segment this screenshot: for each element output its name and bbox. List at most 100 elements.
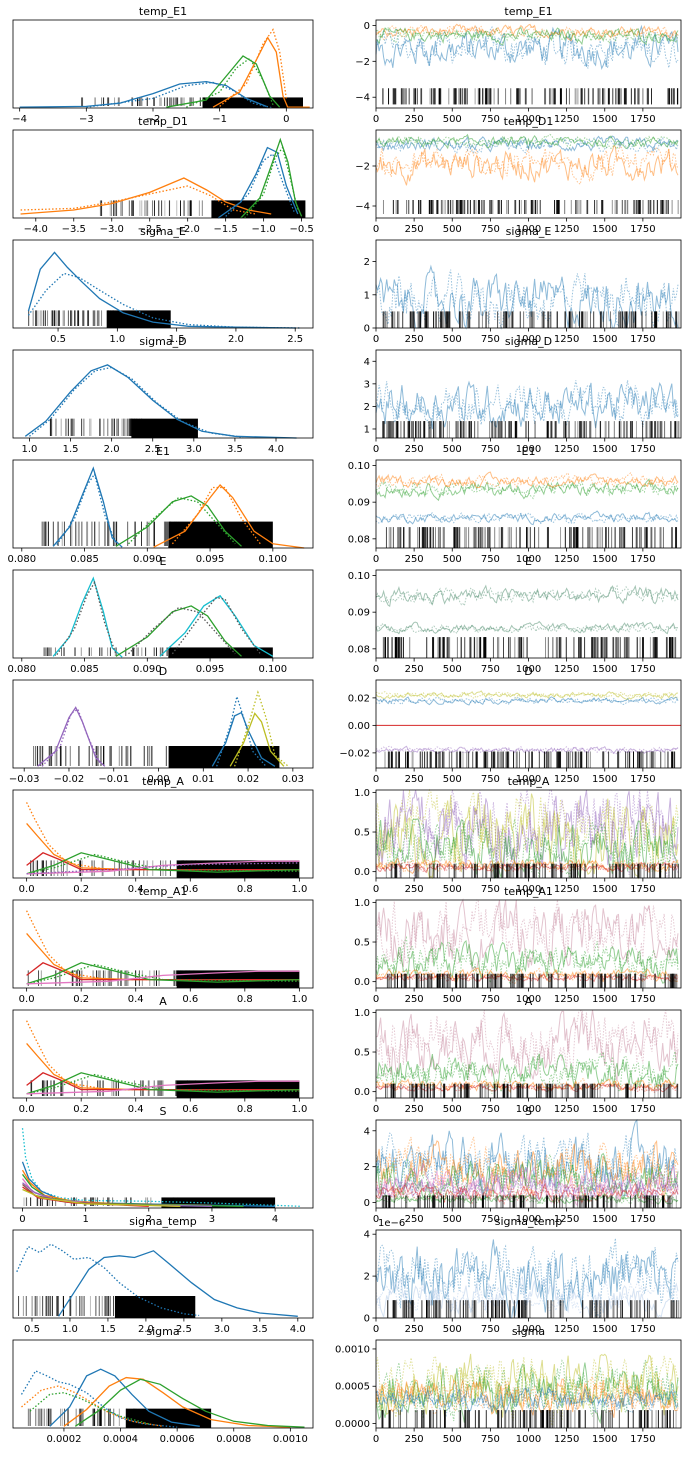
trace-ytick-label: 2 <box>364 1272 370 1283</box>
trace-xtick-label: 0 <box>373 1324 379 1335</box>
trace-xtick-label: 1500 <box>592 664 617 675</box>
trace-ytick-label: −4 <box>355 93 370 104</box>
trace-xtick-label: 250 <box>405 224 424 235</box>
kde-series-3 <box>128 496 236 545</box>
trace-chain-dotted-0 <box>375 25 679 69</box>
trace-chain-dotted-0 <box>375 622 679 635</box>
trace-xtick-label: 1000 <box>516 884 541 895</box>
kde-series-5 <box>26 970 300 985</box>
kde-xtick-label: 0.100 <box>259 664 288 675</box>
trace-xtick-label: 750 <box>481 224 500 235</box>
trace-xtick-label: 1250 <box>554 554 579 565</box>
trace-xtick-label: 250 <box>405 774 424 785</box>
kde-xtick-label: 1.0 <box>291 884 307 895</box>
trace-xtick-label: 1000 <box>516 114 541 125</box>
kde-series-5 <box>244 146 299 219</box>
kde-series-4 <box>229 712 285 767</box>
trace-ytick-label: 3 <box>364 379 370 390</box>
trace-ytick-label: 0.0005 <box>335 1382 370 1393</box>
trace-xtick-label: 0 <box>373 554 379 565</box>
kde-title: temp_A <box>142 775 184 788</box>
trace-xtick-label: 1000 <box>516 1104 541 1115</box>
kde-series-4 <box>153 484 305 549</box>
trace-chain-1 <box>375 1053 679 1091</box>
trace-chain-2 <box>375 471 679 489</box>
kde-xtick-label: 0.6 <box>182 994 198 1005</box>
kde-series-0 <box>27 251 296 329</box>
trace-xtick-label: 1000 <box>516 224 541 235</box>
kde-xtick-label: 0.100 <box>259 554 288 565</box>
trace-title: sigma_D <box>505 335 552 348</box>
kde-panel: 0.5 1.0 1.5 2.0 2.5 3.0 3.5 4.0 sigma_temp <box>12 1215 314 1335</box>
kde-xtick-label: 2.0 <box>138 1324 154 1335</box>
trace-xtick-label: 1750 <box>630 1214 655 1225</box>
trace-chain-dotted-1 <box>375 479 679 500</box>
kde-title: A <box>159 995 167 1008</box>
kde-xtick-label: 0.080 <box>7 554 36 565</box>
kde-series-3 <box>26 962 300 985</box>
trace-panel: 0 250 500 750 1000 1250 1500 1750 0.0 0.5 1.0 A <box>354 995 682 1115</box>
trace-xtick-label: 1000 <box>516 1214 541 1225</box>
kde-xtick-label: −0.03 <box>9 774 40 785</box>
trace-xtick-label: 1500 <box>592 1324 617 1335</box>
kde-series-0 <box>37 706 106 767</box>
trace-xtick-label: 500 <box>443 114 462 125</box>
trace-xtick-label: 1500 <box>592 1104 617 1115</box>
kde-series-1 <box>41 708 101 767</box>
trace-panel: 0 250 500 750 1000 1250 1500 1750 0 1 2 sigma_E <box>364 225 682 345</box>
trace-panel: 0 250 500 750 1000 1250 1500 1750 −0.02 0.00 0.02 D <box>339 665 682 785</box>
kde-xtick-label: −2.5 <box>138 224 162 235</box>
trace-panel: 0 250 500 750 1000 1250 1500 1750 −2 −4 temp_D1 <box>355 115 682 235</box>
trace-chain-dotted-1 <box>375 696 679 706</box>
trace-xtick-label: 1750 <box>630 114 655 125</box>
trace-xtick-label: 1750 <box>630 224 655 235</box>
trace-xtick-label: 250 <box>405 334 424 345</box>
kde-xtick-label: 0.0006 <box>160 1434 195 1445</box>
trace-xtick-label: 1500 <box>592 774 617 785</box>
trace-ytick-label: 0.5 <box>354 938 370 949</box>
trace-xtick-label: 1250 <box>554 994 579 1005</box>
kde-xtick-label: −3 <box>79 114 94 125</box>
kde-xtick-label: 0.01 <box>192 774 214 785</box>
kde-xtick-label: 0.085 <box>70 554 99 565</box>
kde-series-3 <box>63 1376 291 1428</box>
trace-ytick-label: 0.5 <box>354 1048 370 1059</box>
kde-series-2 <box>115 605 242 657</box>
trace-xtick-label: 1000 <box>516 774 541 785</box>
kde-axes-frame <box>12 679 314 769</box>
trace-ytick-label: −2 <box>355 162 370 173</box>
trace-chain-dotted-0 <box>375 745 679 755</box>
trace-chain-0 <box>375 1239 679 1319</box>
trace-xtick-label: 1500 <box>592 114 617 125</box>
trace-xtick-label: 750 <box>481 334 500 345</box>
trace-xtick-label: 250 <box>405 1214 424 1225</box>
trace-xtick-label: 1000 <box>516 1324 541 1335</box>
kde-panel: 0.5 1.0 1.5 2.0 2.5 sigma_E <box>12 225 314 345</box>
trace-xtick-label: 500 <box>443 554 462 565</box>
trace-ytick-label: 0 <box>364 1314 370 1325</box>
kde-xtick-label: 1.0 <box>291 994 307 1005</box>
trace-xtick-label: 1250 <box>554 664 579 675</box>
kde-series-2 <box>26 1072 300 1091</box>
trace-xtick-label: 0 <box>373 1104 379 1115</box>
kde-series-1 <box>58 1250 298 1317</box>
kde-xtick-label: 1.0 <box>291 1104 307 1115</box>
kde-series-3 <box>26 1072 300 1095</box>
trace-chain-dotted-1 <box>375 1136 679 1203</box>
trace-xtick-label: 750 <box>481 1434 500 1445</box>
kde-axes-frame <box>12 129 314 219</box>
trace-panel: 0 250 500 750 1000 1250 1500 1750 0 2 4 S <box>364 1105 682 1225</box>
kde-series-4 <box>171 596 261 655</box>
trace-title: S <box>525 1105 532 1118</box>
trace-chain-dotted-4 <box>375 861 679 874</box>
kde-xtick-label: −1 <box>212 114 227 125</box>
trace-xtick-label: 500 <box>443 1214 462 1225</box>
kde-xtick-label: 1.5 <box>63 444 79 455</box>
kde-series-3 <box>219 28 287 107</box>
subplot-row-sigma: 0.0002 0.0004 0.0006 0.0008 0.0010 sigma 0 250 5… <box>12 1325 682 1445</box>
kde-series-3 <box>216 694 267 767</box>
kde-xtick-label: 0.090 <box>133 664 162 675</box>
